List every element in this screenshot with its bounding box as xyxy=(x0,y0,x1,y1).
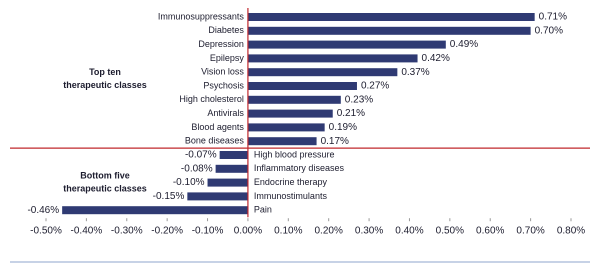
x-tick-label: 0.70% xyxy=(516,226,544,237)
bar xyxy=(247,123,325,132)
x-tick-label: 0.50% xyxy=(436,226,464,237)
category-label: Psychosis xyxy=(203,80,244,90)
bar xyxy=(219,151,248,159)
category-label: Bone diseases xyxy=(185,136,245,146)
x-tick-label: 0.00% xyxy=(234,226,262,237)
category-label: Antivirals xyxy=(207,108,244,118)
value-label: -0.15% xyxy=(153,191,185,202)
bar xyxy=(247,54,418,63)
x-tick-label: -0.20% xyxy=(151,226,183,237)
group-label: therapeutic classes xyxy=(63,183,147,193)
bar xyxy=(187,192,248,201)
x-tick-label: -0.40% xyxy=(71,226,103,237)
bar xyxy=(247,137,317,146)
category-label: Epilepsy xyxy=(210,53,245,63)
category-label: High blood pressure xyxy=(254,149,335,159)
value-label: 0.42% xyxy=(422,53,450,64)
value-label: 0.49% xyxy=(450,39,478,50)
value-label: 0.70% xyxy=(535,25,563,36)
value-label: 0.21% xyxy=(337,108,365,119)
x-tick-label: 0.40% xyxy=(395,226,423,237)
bar xyxy=(247,13,535,21)
group-label: therapeutic classes xyxy=(63,80,147,90)
category-label: Inflammatory diseases xyxy=(254,163,345,173)
bar xyxy=(247,68,398,77)
value-label: 0.19% xyxy=(329,122,357,133)
bar xyxy=(247,82,357,90)
bar xyxy=(247,26,531,35)
category-label: Pain xyxy=(254,205,272,215)
value-label: -0.46% xyxy=(27,205,59,216)
category-label: Blood agents xyxy=(191,122,244,132)
category-label: Vision loss xyxy=(201,67,244,77)
x-tick-label: -0.30% xyxy=(111,226,143,237)
x-tick-label: -0.50% xyxy=(30,226,62,237)
bar xyxy=(247,40,446,49)
x-tick-label: 0.60% xyxy=(476,226,504,237)
value-label: 0.23% xyxy=(345,94,373,105)
category-label: Depression xyxy=(198,39,244,49)
x-tick-label: 0.10% xyxy=(274,226,302,237)
x-tick-label: 0.30% xyxy=(355,226,383,237)
x-tick-label: -0.10% xyxy=(192,226,224,237)
bar xyxy=(62,206,248,215)
category-label: Immunosuppressants xyxy=(158,11,245,21)
value-label: -0.10% xyxy=(173,177,205,188)
category-label: Immunostimulants xyxy=(254,191,328,201)
category-label: Diabetes xyxy=(208,25,244,35)
value-label: 0.37% xyxy=(401,67,429,78)
value-label: -0.07% xyxy=(185,150,217,161)
x-tick-label: 0.80% xyxy=(557,226,585,237)
x-tick-label: 0.20% xyxy=(315,226,343,237)
bar xyxy=(207,178,248,187)
value-label: 0.17% xyxy=(321,136,349,147)
bar xyxy=(215,164,248,173)
category-label: Endocrine therapy xyxy=(254,177,328,187)
bar xyxy=(247,109,333,118)
group-label: Top ten xyxy=(89,67,121,77)
category-label: High cholesterol xyxy=(179,94,244,104)
group-label: Bottom five xyxy=(80,170,130,180)
bar xyxy=(247,95,341,104)
value-label: 0.27% xyxy=(361,81,389,92)
value-label: -0.08% xyxy=(181,163,213,174)
value-label: 0.71% xyxy=(539,12,567,23)
